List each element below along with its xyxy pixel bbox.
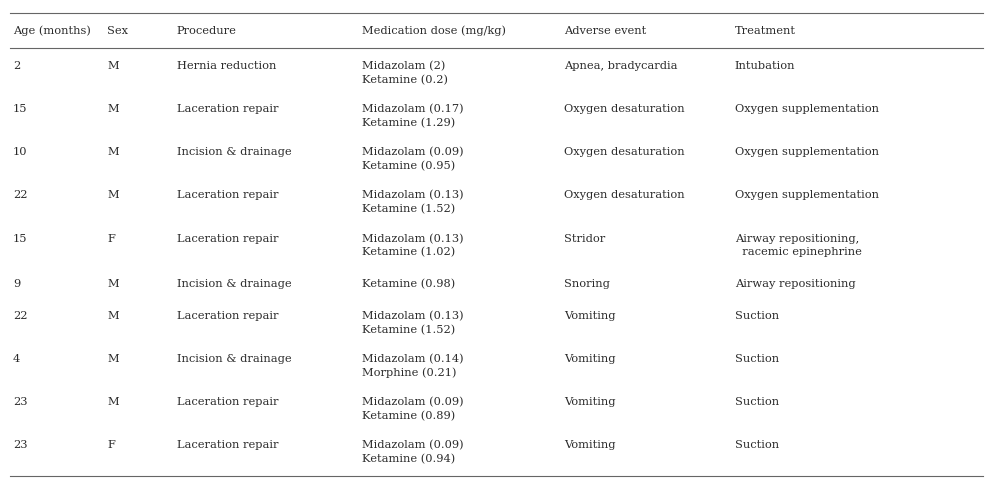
Text: Ketamine (1.52): Ketamine (1.52)	[362, 324, 456, 335]
Text: Ketamine (0.98): Ketamine (0.98)	[362, 279, 456, 289]
Text: Sex: Sex	[107, 26, 128, 36]
Text: 9: 9	[13, 279, 20, 289]
Text: Suction: Suction	[735, 397, 779, 407]
Text: M: M	[107, 397, 119, 407]
Text: Vomiting: Vomiting	[564, 440, 616, 450]
Text: 10: 10	[13, 147, 28, 157]
Text: M: M	[107, 61, 119, 71]
Text: Incision & drainage: Incision & drainage	[177, 279, 291, 289]
Text: Morphine (0.21): Morphine (0.21)	[362, 368, 457, 378]
Text: 15: 15	[13, 234, 28, 244]
Text: Ketamine (1.02): Ketamine (1.02)	[362, 247, 456, 258]
Text: Laceration repair: Laceration repair	[177, 234, 278, 244]
Text: racemic epinephrine: racemic epinephrine	[735, 247, 862, 257]
Text: Midazolam (0.09): Midazolam (0.09)	[362, 440, 464, 450]
Text: Procedure: Procedure	[177, 26, 236, 36]
Text: Laceration repair: Laceration repair	[177, 440, 278, 450]
Text: Laceration repair: Laceration repair	[177, 104, 278, 114]
Text: Oxygen supplementation: Oxygen supplementation	[735, 191, 879, 201]
Text: Airway repositioning,: Airway repositioning,	[735, 234, 859, 244]
Text: Ketamine (0.95): Ketamine (0.95)	[362, 161, 456, 171]
Text: Incision & drainage: Incision & drainage	[177, 354, 291, 364]
Text: Midazolam (0.09): Midazolam (0.09)	[362, 397, 464, 408]
Text: Stridor: Stridor	[564, 234, 606, 244]
Text: Ketamine (1.52): Ketamine (1.52)	[362, 204, 456, 215]
Text: 4: 4	[13, 354, 20, 364]
Text: M: M	[107, 191, 119, 201]
Text: Midazolam (0.17): Midazolam (0.17)	[362, 104, 464, 114]
Text: Ketamine (0.2): Ketamine (0.2)	[362, 75, 449, 85]
Text: Oxygen supplementation: Oxygen supplementation	[735, 147, 879, 157]
Text: Vomiting: Vomiting	[564, 397, 616, 407]
Text: Midazolam (0.13): Midazolam (0.13)	[362, 190, 464, 201]
Text: Midazolam (0.09): Midazolam (0.09)	[362, 147, 464, 157]
Text: F: F	[107, 234, 115, 244]
Text: Apnea, bradycardia: Apnea, bradycardia	[564, 61, 677, 71]
Text: Oxygen desaturation: Oxygen desaturation	[564, 104, 684, 114]
Text: F: F	[107, 440, 115, 450]
Text: Midazolam (2): Midazolam (2)	[362, 61, 446, 71]
Text: M: M	[107, 311, 119, 321]
Text: 23: 23	[13, 440, 28, 450]
Text: Incision & drainage: Incision & drainage	[177, 147, 291, 157]
Text: 2: 2	[13, 61, 20, 71]
Text: 23: 23	[13, 397, 28, 407]
Text: Treatment: Treatment	[735, 26, 795, 36]
Text: Airway repositioning: Airway repositioning	[735, 279, 855, 289]
Text: Adverse event: Adverse event	[564, 26, 646, 36]
Text: M: M	[107, 279, 119, 289]
Text: Vomiting: Vomiting	[564, 311, 616, 321]
Text: 22: 22	[13, 311, 28, 321]
Text: Ketamine (0.89): Ketamine (0.89)	[362, 411, 456, 421]
Text: Medication dose (mg/kg): Medication dose (mg/kg)	[362, 26, 506, 36]
Text: M: M	[107, 147, 119, 157]
Text: Ketamine (0.94): Ketamine (0.94)	[362, 454, 456, 464]
Text: Midazolam (0.13): Midazolam (0.13)	[362, 233, 464, 244]
Text: 22: 22	[13, 191, 28, 201]
Text: Hernia reduction: Hernia reduction	[177, 61, 276, 71]
Text: Suction: Suction	[735, 354, 779, 364]
Text: 15: 15	[13, 104, 28, 114]
Text: Vomiting: Vomiting	[564, 354, 616, 364]
Text: Midazolam (0.14): Midazolam (0.14)	[362, 354, 464, 364]
Text: Oxygen desaturation: Oxygen desaturation	[564, 147, 684, 157]
Text: Oxygen supplementation: Oxygen supplementation	[735, 104, 879, 114]
Text: Laceration repair: Laceration repair	[177, 191, 278, 201]
Text: Age (months): Age (months)	[13, 26, 90, 36]
Text: Laceration repair: Laceration repair	[177, 397, 278, 407]
Text: M: M	[107, 104, 119, 114]
Text: Laceration repair: Laceration repair	[177, 311, 278, 321]
Text: M: M	[107, 354, 119, 364]
Text: Snoring: Snoring	[564, 279, 610, 289]
Text: Intubation: Intubation	[735, 61, 795, 71]
Text: Midazolam (0.13): Midazolam (0.13)	[362, 311, 464, 321]
Text: Oxygen desaturation: Oxygen desaturation	[564, 191, 684, 201]
Text: Suction: Suction	[735, 311, 779, 321]
Text: Suction: Suction	[735, 440, 779, 450]
Text: Ketamine (1.29): Ketamine (1.29)	[362, 118, 456, 128]
